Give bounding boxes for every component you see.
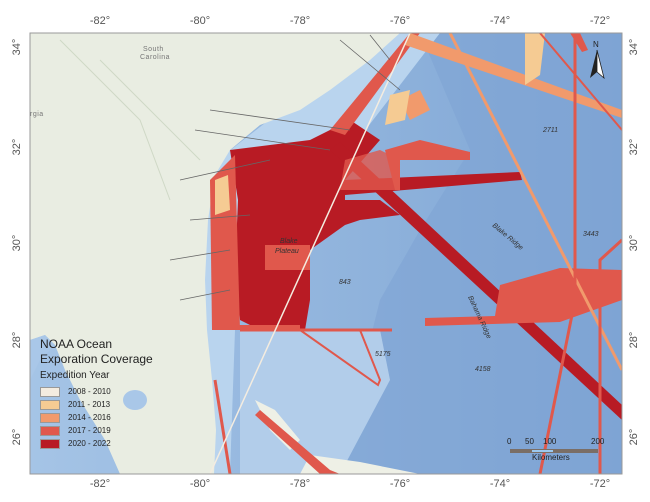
depth-label: 843 [339,279,351,286]
longitude-tick: -72° [590,478,610,490]
legend-item: 2011 - 2013 [40,398,153,411]
survey-tracklines [169,33,622,474]
scale-tick: 50 [525,437,534,446]
north-arrow-icon: N [590,40,605,80]
north-label: N [593,40,599,49]
longitude-tick: -74° [490,15,510,27]
legend-item: 2017 - 2019 [40,424,153,437]
legend-swatch [40,399,60,410]
lake-okeechobee [123,390,147,410]
latitude-tick: 34° [11,39,23,56]
latitude-tick: 30° [11,235,23,252]
continental-shelf [200,33,440,474]
legend-swatch [40,438,60,449]
coverage-2011-2013 [215,33,545,215]
map-frame [29,32,623,475]
longitude-tick: -80° [190,478,210,490]
longitude-tick: -74° [490,478,510,490]
legend-heading: Expedition Year [40,370,110,381]
gulf-of-mexico [30,335,55,380]
legend-label: 2008 - 2010 [68,387,111,396]
label-blake-plateau-1: Blake [280,238,298,245]
longitude-tick: -76° [390,15,410,27]
latitude-tick: 26° [11,429,23,446]
island-south [300,455,420,474]
label-georgia: rgia [30,111,44,118]
label-south: South [143,46,164,53]
latitude-tick: 26° [628,429,640,446]
latitude-tick: 30° [628,235,640,252]
scale-unit: Kilometers [532,453,570,462]
depth-label: 3443 [583,231,599,238]
legend-title-1: NOAA Ocean [40,337,113,351]
latitude-tick: 28° [628,332,640,349]
legend-label: 2014 - 2016 [68,413,111,422]
scale-tick: 100 [543,437,557,446]
label-blake-plateau-2: Plateau [275,248,299,255]
latitude-tick: 32° [628,139,640,156]
legend-swatch [40,412,60,423]
river [59,39,201,201]
land-southeast-us [30,33,400,474]
scale-bar: 0 50 100 200 Kilometers [505,437,605,462]
legend-title-2: Exporation Coverage [40,352,153,366]
longitude-tick: -76° [390,478,410,490]
scale-tick: 200 [591,437,605,446]
map-legend: NOAA Ocean Exporation Coverage Expeditio… [40,337,153,450]
latitude-tick: 32° [11,139,23,156]
label-carolina: Carolina [140,54,170,61]
latitude-tick: 34° [628,39,640,56]
depth-label: 2711 [542,127,558,134]
scale-tick: 0 [507,437,512,446]
depth-label: 5175 [375,351,391,358]
legend-item: 2020 - 2022 [40,437,153,450]
longitude-tick: -78° [290,478,310,490]
deep-ocean [330,33,622,474]
legend-label: 2017 - 2019 [68,426,111,435]
legend-swatch [40,425,60,436]
longitude-tick: -80° [190,15,210,27]
legend-label: 2011 - 2013 [68,400,111,409]
legend-swatch [40,386,60,397]
legend-item: 2014 - 2016 [40,411,153,424]
depth-label: 4158 [475,366,491,373]
longitude-tick: -72° [590,15,610,27]
legend-label: 2020 - 2022 [68,439,111,448]
longitude-tick: -82° [90,15,110,27]
legend-item: 2008 - 2010 [40,385,153,398]
longitude-tick: -82° [90,478,110,490]
latitude-tick: 28° [11,332,23,349]
longitude-tick: -78° [290,15,310,27]
